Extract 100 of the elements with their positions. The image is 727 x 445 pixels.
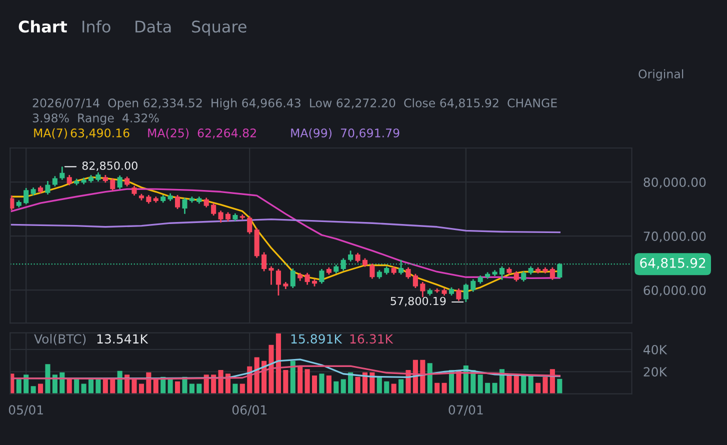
bar <box>24 374 29 394</box>
annotation: 13.541K <box>97 334 148 344</box>
annotation: 57,800.19 <box>390 296 446 306</box>
bar <box>334 381 339 394</box>
bar <box>153 379 158 394</box>
bar <box>391 384 396 394</box>
annotation: 15.891K <box>291 334 342 344</box>
y-tick-label: 40K <box>643 344 668 354</box>
text: 2026/07/14 Open 62,334.52 High 64,966.43 Low 62,272.20 Close 64,815.92 CHANGE <box>32 98 557 110</box>
candlestick <box>66 174 72 186</box>
candlestick <box>276 268 281 296</box>
candlestick <box>218 210 224 224</box>
line-series <box>10 365 560 380</box>
bar <box>557 378 562 394</box>
candlestick <box>117 174 122 190</box>
candlestick <box>225 212 231 222</box>
candlestick <box>319 268 324 284</box>
bar <box>298 365 303 394</box>
candlestick <box>268 266 274 286</box>
candlestick <box>262 252 267 272</box>
candlestick <box>45 180 50 196</box>
bar <box>189 384 194 394</box>
candlestick <box>370 262 375 280</box>
bar <box>304 369 310 394</box>
text: MA(25) <box>148 128 188 139</box>
text: 70,691.79 <box>340 128 400 139</box>
line-series <box>10 188 560 280</box>
bar <box>542 376 548 394</box>
candlestick <box>420 281 426 298</box>
candlestick <box>456 288 462 302</box>
bar <box>536 382 541 394</box>
annotation: 82,850.00 <box>82 161 138 171</box>
bar <box>478 374 483 394</box>
bar <box>326 376 332 394</box>
text: Info <box>82 20 110 33</box>
candlestick <box>211 202 216 216</box>
candlestick <box>521 270 526 282</box>
text: 62,264.82 <box>198 128 256 139</box>
text: MA(7) <box>34 128 67 139</box>
bar <box>168 379 173 394</box>
bar <box>420 360 426 394</box>
bar <box>276 333 281 394</box>
bar <box>485 382 490 394</box>
bar <box>492 382 498 394</box>
bar <box>427 363 432 394</box>
x-tick-label: 06/01 <box>232 405 266 416</box>
candlestick <box>348 250 354 262</box>
bar <box>312 376 318 394</box>
bar <box>30 386 36 394</box>
candlestick <box>290 268 296 289</box>
ref-line-label: 64,815.92 <box>640 258 706 270</box>
bar <box>290 360 296 394</box>
bar <box>376 376 382 394</box>
candlestick <box>132 185 137 196</box>
bar <box>240 384 245 394</box>
candlestick <box>499 266 504 281</box>
bar <box>398 379 404 394</box>
y-tick-label: 20K <box>644 367 668 377</box>
bar <box>506 376 512 394</box>
x-tick-label: 05/01 <box>8 405 43 416</box>
bar <box>434 382 440 394</box>
candlestick <box>406 266 411 280</box>
candlestick <box>412 273 418 289</box>
candlestick <box>204 197 209 208</box>
text: Chart <box>18 20 68 33</box>
bar <box>38 384 44 394</box>
candlestick <box>514 270 519 282</box>
annotation: 16.31K <box>350 334 394 344</box>
candlestick <box>355 252 360 264</box>
text: 3.98% Range 4.32% <box>32 113 159 125</box>
candlestick <box>124 176 130 188</box>
bar <box>45 364 50 394</box>
text: Square <box>192 20 246 36</box>
bar <box>268 344 274 394</box>
y-tick-label: 60,000.00 <box>644 286 706 296</box>
candlestick <box>304 272 310 286</box>
text: Original <box>638 69 684 81</box>
candlestick <box>182 197 188 215</box>
candlestick <box>60 166 65 181</box>
bar <box>196 384 202 394</box>
candlestick <box>24 187 29 205</box>
y-tick-label: 70,000.00 <box>644 232 706 242</box>
bar <box>81 384 86 394</box>
candlestick <box>470 278 476 292</box>
text: Data <box>136 20 171 33</box>
bar <box>442 382 447 394</box>
candlestick <box>550 266 555 281</box>
bar <box>132 379 137 394</box>
y-tick-label: 80,000.00 <box>644 178 706 188</box>
annotation: Vol(BTC) <box>34 334 86 346</box>
bar <box>16 379 22 394</box>
text: MA(99) <box>291 128 332 139</box>
bar <box>138 384 144 394</box>
bar <box>283 370 288 394</box>
bar <box>319 374 324 394</box>
bar <box>174 381 180 394</box>
candlestick <box>96 172 101 182</box>
candlestick <box>174 194 180 210</box>
candlestick <box>52 175 58 188</box>
bar <box>521 374 526 394</box>
